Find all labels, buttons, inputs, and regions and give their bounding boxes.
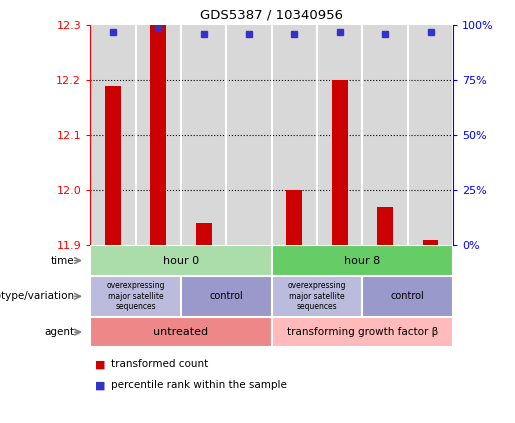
Text: agent: agent: [45, 327, 75, 337]
Bar: [286, 190, 302, 245]
Bar: [272, 245, 453, 276]
Text: untreated: untreated: [153, 327, 209, 337]
Bar: [150, 25, 166, 245]
Bar: [408, 25, 453, 245]
Text: ■: ■: [95, 380, 106, 390]
Title: GDS5387 / 10340956: GDS5387 / 10340956: [200, 8, 343, 22]
Bar: [135, 25, 181, 245]
Text: overexpressing
major satellite
sequences: overexpressing major satellite sequences: [106, 281, 165, 311]
Bar: [363, 276, 453, 317]
Text: genotype/variation: genotype/variation: [0, 291, 75, 301]
Text: time: time: [51, 255, 75, 266]
Bar: [105, 86, 121, 245]
Bar: [90, 276, 181, 317]
Text: percentile rank within the sample: percentile rank within the sample: [111, 380, 287, 390]
Bar: [90, 317, 272, 347]
Bar: [332, 80, 348, 245]
Bar: [363, 25, 408, 245]
Bar: [226, 25, 272, 245]
Bar: [181, 276, 272, 317]
Bar: [272, 317, 453, 347]
Text: transforming growth factor β: transforming growth factor β: [287, 327, 438, 337]
Bar: [272, 276, 363, 317]
Text: overexpressing
major satellite
sequences: overexpressing major satellite sequences: [288, 281, 346, 311]
Text: hour 0: hour 0: [163, 255, 199, 266]
Bar: [377, 207, 393, 245]
Text: control: control: [391, 291, 425, 301]
Bar: [423, 240, 438, 245]
Bar: [90, 245, 272, 276]
Text: transformed count: transformed count: [111, 359, 208, 369]
Text: ■: ■: [95, 359, 106, 369]
Bar: [272, 25, 317, 245]
Bar: [317, 25, 363, 245]
Text: hour 8: hour 8: [345, 255, 381, 266]
Bar: [181, 25, 226, 245]
Bar: [196, 223, 212, 245]
Bar: [90, 25, 135, 245]
Text: control: control: [210, 291, 243, 301]
